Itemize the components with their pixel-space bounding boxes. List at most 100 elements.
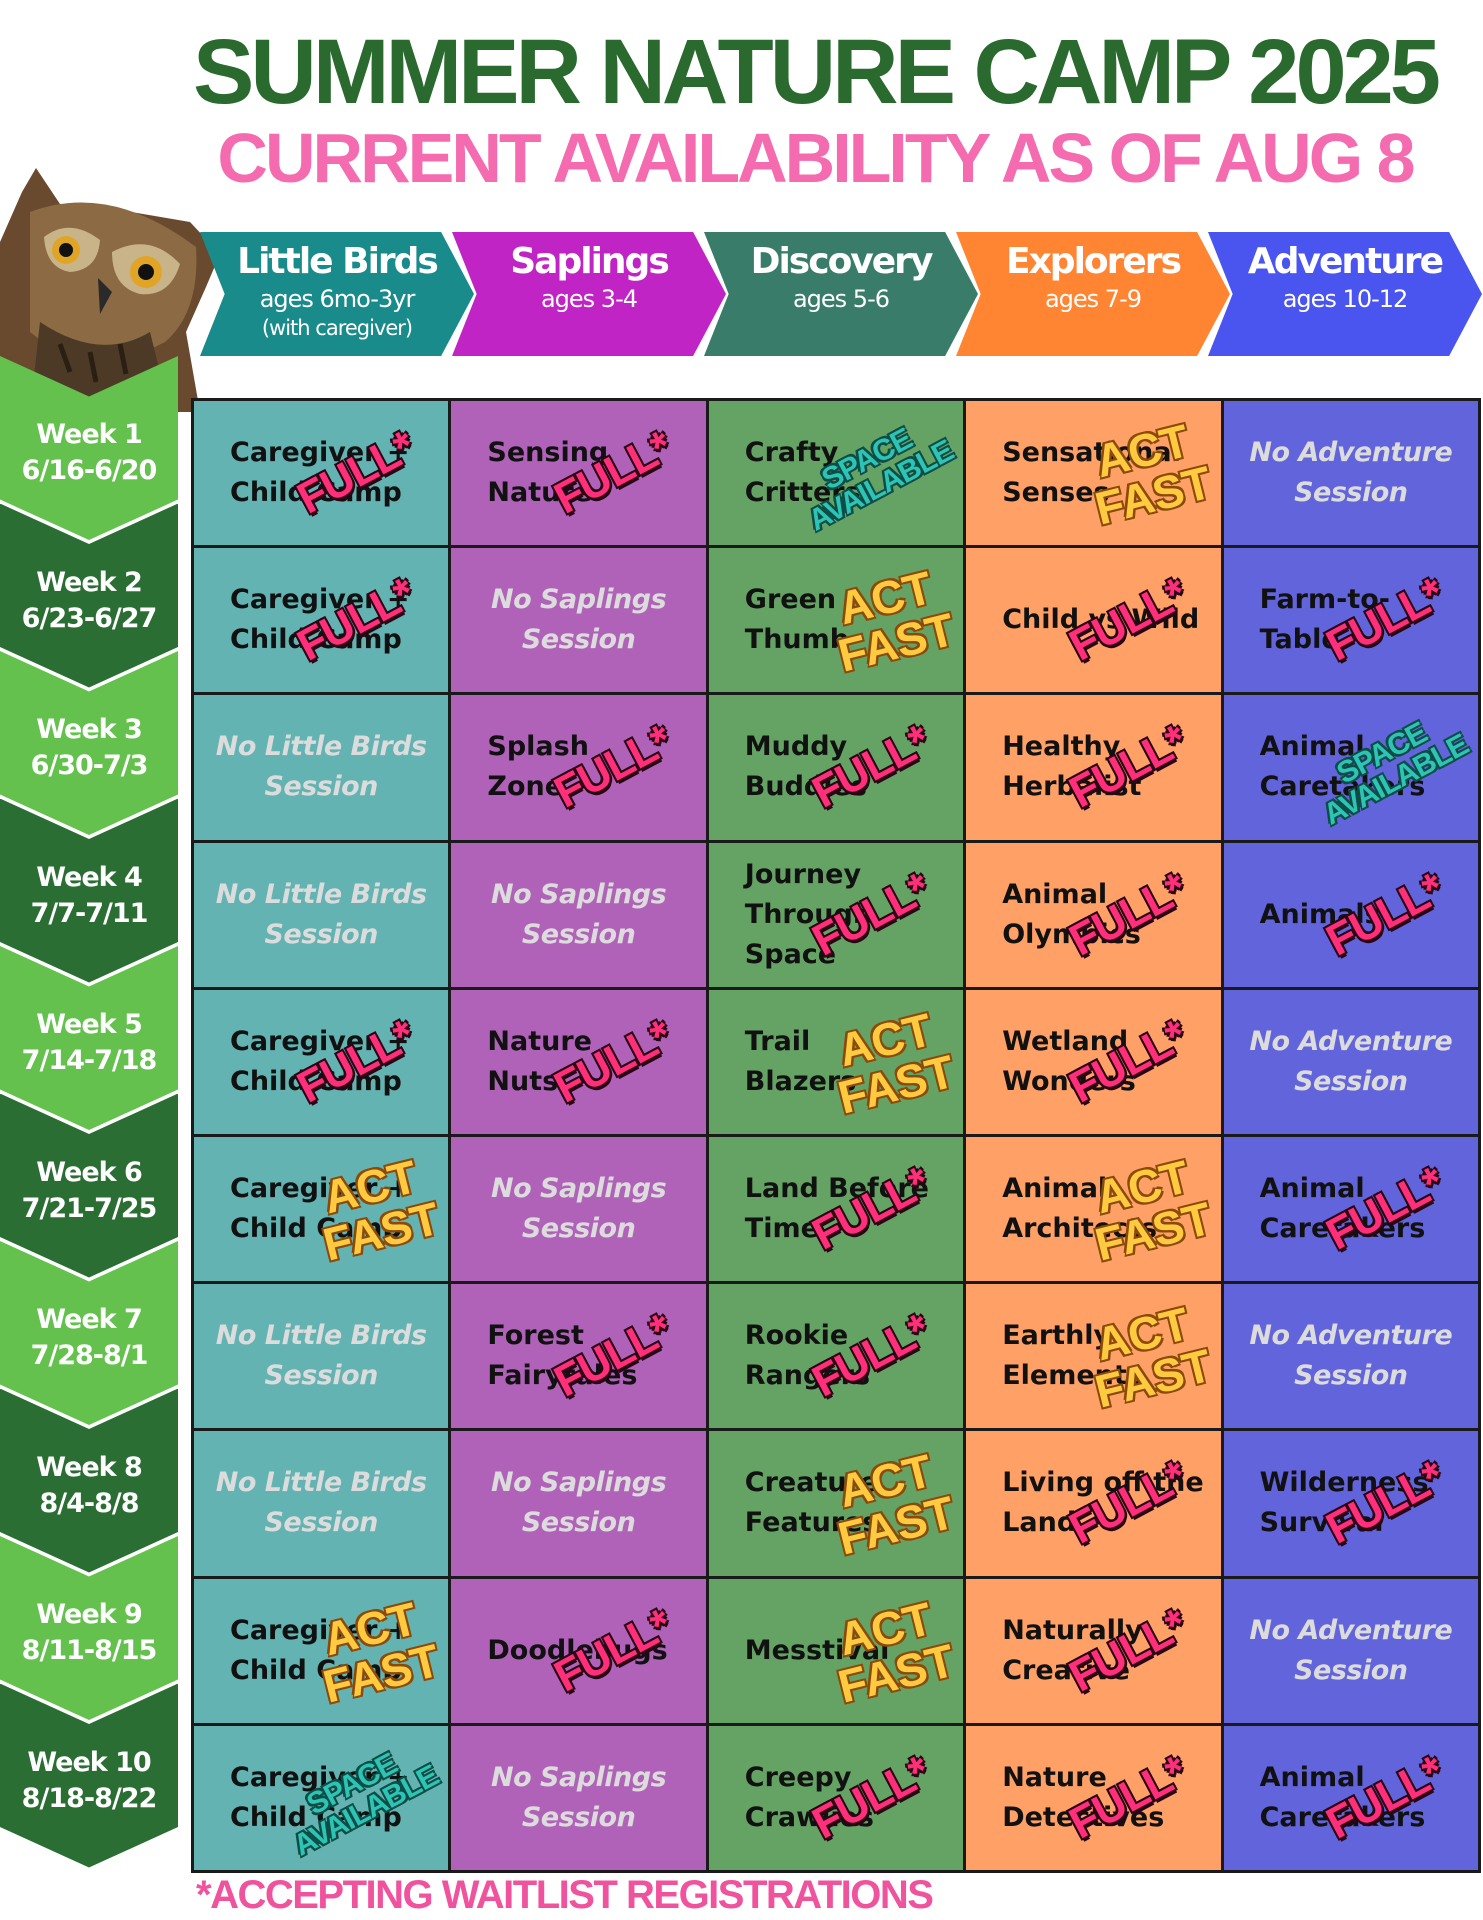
session-name: Earthly Elements bbox=[1002, 1320, 1143, 1392]
act-fast-stamp: ACT FAST bbox=[317, 1591, 445, 1713]
program-note: (with caregiver) bbox=[261, 316, 413, 340]
session-name: Nature Nuts bbox=[487, 1025, 592, 1097]
session-name: Forest Fairytales bbox=[487, 1320, 638, 1392]
session-cell: Farm-to- Table FULL* bbox=[1223, 548, 1478, 693]
session-name: Caregiver + Child Camp bbox=[230, 1025, 410, 1097]
session-name: Caregiver + Child Camp bbox=[230, 1173, 410, 1245]
session-cell: Creature Features ACT FAST bbox=[708, 1431, 964, 1576]
full-stamp: FULL* bbox=[546, 1599, 680, 1702]
session-name: Animal Caretakers bbox=[1259, 731, 1426, 803]
session-name: Creature Features bbox=[744, 1467, 879, 1539]
session-name: Child vs Wild bbox=[1002, 604, 1200, 636]
session-name: No Saplings Session bbox=[491, 1467, 667, 1539]
program-name: Little Birds bbox=[237, 241, 439, 282]
session-name: No Little Birds Session bbox=[215, 731, 427, 803]
session-name: No Little Birds Session bbox=[215, 878, 427, 950]
session-name: Animal Olympics bbox=[1002, 878, 1141, 950]
week-dates: 8/18-8/22 bbox=[21, 1782, 158, 1814]
session-cell: No Saplings Session bbox=[451, 1136, 706, 1282]
session-name: Animal Caretakers bbox=[1259, 1173, 1426, 1245]
session-cell: Crafty Critters SPACE AVAILABLE bbox=[708, 401, 964, 546]
session-name: Sensational Senses bbox=[1002, 437, 1181, 509]
session-cell: Sensational Senses ACT FAST bbox=[966, 401, 1221, 546]
act-fast-stamp: ACT FAST bbox=[832, 1444, 960, 1566]
week-label: Week 9 bbox=[36, 1599, 143, 1630]
week-chevron: Week 10 8/18-8/22 bbox=[0, 1683, 178, 1868]
page-title: SUMMER NATURE CAMP 2025 bbox=[193, 21, 1441, 123]
session-cell: Doodlebugs FULL* bbox=[451, 1578, 706, 1723]
session-name: Rookie Rangers bbox=[744, 1320, 871, 1392]
session-name: No Adventure Session bbox=[1249, 1025, 1453, 1097]
program-little-birds: Little Birds ages 6mo-3yr (with caregive… bbox=[200, 232, 474, 356]
space-available-stamp: SPACE AVAILABLE bbox=[288, 1747, 444, 1863]
session-name: No Little Birds Session bbox=[215, 1320, 427, 1392]
session-cell: Creepy Crawlies FULL* bbox=[708, 1725, 964, 1870]
session-name: Caregiver + Child Camp bbox=[230, 1761, 410, 1833]
session-cell: Rookie Rangers FULL* bbox=[708, 1284, 964, 1429]
session-cell: Living off the Land FULL* bbox=[966, 1431, 1221, 1576]
week-dates: 8/4-8/8 bbox=[39, 1487, 139, 1519]
program-name: Adventure bbox=[1247, 241, 1444, 282]
program-ages: ages 5-6 bbox=[792, 285, 890, 313]
session-name: Caregiver + Child Camp bbox=[230, 437, 410, 509]
week-dates: 7/14-7/18 bbox=[21, 1045, 158, 1076]
session-name: Messtival bbox=[744, 1634, 890, 1666]
program-ages: ages 10-12 bbox=[1282, 285, 1409, 313]
session-name: Animal Caretakers bbox=[1259, 1761, 1426, 1833]
week-label: Week 8 bbox=[36, 1451, 143, 1483]
session-cell: Animal Caretakers FULL* bbox=[1223, 1136, 1478, 1282]
session-name: Sensing Nature bbox=[487, 437, 609, 509]
session-cell: No Saplings Session bbox=[451, 1431, 706, 1576]
session-cell: Animal Olympics FULL* bbox=[966, 842, 1221, 987]
session-name: No Saplings Session bbox=[491, 1761, 667, 1833]
session-name: Caregiver + Child Camp bbox=[230, 1614, 410, 1686]
session-cell: No Adventure Session bbox=[1223, 1578, 1478, 1723]
session-name: Journey Through Space bbox=[744, 858, 873, 970]
week-dates: 6/30-7/3 bbox=[30, 750, 149, 781]
week-label: Week 10 bbox=[27, 1746, 151, 1778]
program-ages: ages 3-4 bbox=[540, 285, 638, 313]
program-explorers: Explorers ages 7-9 bbox=[956, 232, 1230, 356]
session-name: No Little Birds Session bbox=[215, 1467, 427, 1539]
program-name: Saplings bbox=[510, 241, 670, 282]
session-cell: Splash Zone FULL* bbox=[451, 695, 706, 840]
session-cell: Forest Fairytales FULL* bbox=[451, 1284, 706, 1429]
week-dates: 7/7-7/11 bbox=[30, 897, 149, 929]
session-name: No Saplings Session bbox=[491, 878, 667, 950]
session-cell: Caregiver + Child Camp ACT FAST bbox=[194, 1578, 449, 1723]
session-name: Doodlebugs bbox=[487, 1634, 668, 1666]
session-cell: Green Thumb ACT FAST bbox=[708, 548, 964, 693]
session-name: No Adventure Session bbox=[1249, 437, 1453, 509]
session-cell: Animal Caretakers FULL* bbox=[1223, 1725, 1478, 1870]
session-cell: Caregiver + Child Camp FULL* bbox=[194, 989, 449, 1134]
session-name: Farm-to- Table bbox=[1259, 584, 1390, 656]
session-cell: Caregiver + Child Camp FULL* bbox=[194, 401, 449, 546]
session-name: Trail Blazers bbox=[744, 1025, 857, 1097]
week-dates: 6/23-6/27 bbox=[21, 602, 158, 634]
session-name: Animals bbox=[1259, 898, 1381, 930]
space-available-stamp: SPACE AVAILABLE bbox=[803, 422, 959, 538]
week-label: Week 5 bbox=[36, 1009, 143, 1040]
session-name: Naturally Creative bbox=[1002, 1614, 1143, 1686]
session-cell: Journey Through Space FULL* bbox=[708, 842, 964, 987]
week-dates: 6/16-6/20 bbox=[21, 455, 158, 486]
session-cell: Earthly Elements ACT FAST bbox=[966, 1284, 1221, 1429]
session-cell: Naturally Creative FULL* bbox=[966, 1578, 1221, 1723]
session-name: Land Before Time bbox=[744, 1173, 929, 1245]
week-label: Week 1 bbox=[36, 419, 143, 450]
program-adventure: Adventure ages 10-12 bbox=[1208, 232, 1482, 356]
act-fast-stamp: ACT FAST bbox=[832, 561, 960, 683]
week-dates: 7/21-7/25 bbox=[21, 1192, 158, 1224]
program-saplings: Saplings ages 3-4 bbox=[452, 232, 726, 356]
act-fast-stamp: ACT FAST bbox=[832, 1002, 960, 1124]
week-label: Week 4 bbox=[36, 861, 143, 893]
session-cell: Trail Blazers ACT FAST bbox=[708, 989, 964, 1134]
session-cell: Messtival ACT FAST bbox=[708, 1578, 964, 1723]
session-name: Muddy Buddies bbox=[744, 731, 867, 803]
program-name: Explorers bbox=[1005, 241, 1182, 282]
session-cell: No Saplings Session bbox=[451, 1725, 706, 1870]
program-ages: ages 6mo-3yr bbox=[259, 285, 416, 313]
session-name: Healthy Herbalist bbox=[1002, 731, 1142, 803]
session-cell: Sensing Nature FULL* bbox=[451, 401, 706, 546]
session-cell: Nature Nuts FULL* bbox=[451, 989, 706, 1134]
